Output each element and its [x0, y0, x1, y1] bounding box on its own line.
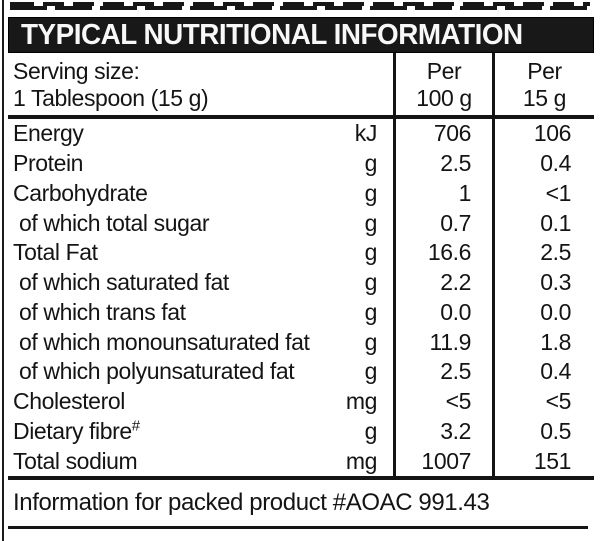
divider-rule-footer — [8, 476, 594, 480]
package-edge-line — [2, 0, 4, 541]
nutrient-rows: Energy kJ 706 106 Protein g 2.5 0.4 Carb… — [8, 119, 594, 476]
column-header-per-100g: Per 100 g — [393, 53, 492, 115]
serving-size-line2: 1 Tablespoon (15 g) — [13, 85, 209, 111]
divider-rule-top — [8, 115, 594, 119]
table-row-monounsaturated-fat: of which monounsaturated fat g 11.9 1.8 — [8, 327, 594, 357]
table-row-cholesterol: Cholesterol mg <5 <5 — [8, 386, 594, 417]
footer-note-row: Information for packed product #AOAC 991… — [8, 480, 594, 526]
table-row-saturated-fat: of which saturated fat g 2.2 0.3 — [8, 267, 594, 298]
column-header-per-15g: Per 15 g — [492, 53, 594, 115]
table-title-bar: TYPICAL NUTRITIONAL INFORMATION — [8, 17, 594, 53]
table-row-energy: Energy kJ 706 106 — [8, 119, 594, 149]
table-row-carbohydrate: Carbohydrate g 1 <1 — [8, 178, 594, 209]
bottom-rule — [8, 526, 588, 529]
table-row-polyunsaturated-fat: of which polyunsaturated fat g 2.5 0.4 — [8, 357, 594, 387]
fibre-footnote-mark: # — [131, 417, 140, 435]
table-row-dietary-fibre: Dietary fibre# g 3.2 0.5 — [8, 416, 594, 447]
table-row-total-fat: Total Fat g 16.6 2.5 — [8, 238, 594, 268]
serving-size-header-row: Serving size: 1 Tablespoon (15 g) Per 10… — [8, 53, 594, 115]
table-title: TYPICAL NUTRITIONAL INFORMATION — [21, 18, 523, 51]
table-row-total-sodium: Total sodium mg 1007 151 — [8, 446, 594, 476]
table-row-trans-fat: of which trans fat g 0.0 0.0 — [8, 297, 594, 328]
nutrition-table: TYPICAL NUTRITIONAL INFORMATION Serving … — [8, 17, 594, 529]
serving-size-label: Serving size: 1 Tablespoon (15 g) — [8, 53, 393, 115]
table-row-total-sugar: of which total sugar g 0.7 0.1 — [8, 208, 594, 238]
cut-off-print-strip — [10, 2, 590, 10]
table-row-protein: Protein g 2.5 0.4 — [8, 148, 594, 179]
footer-note-text: Information for packed product #AOAC 991… — [13, 489, 490, 516]
serving-size-line1: Serving size: — [13, 58, 140, 84]
